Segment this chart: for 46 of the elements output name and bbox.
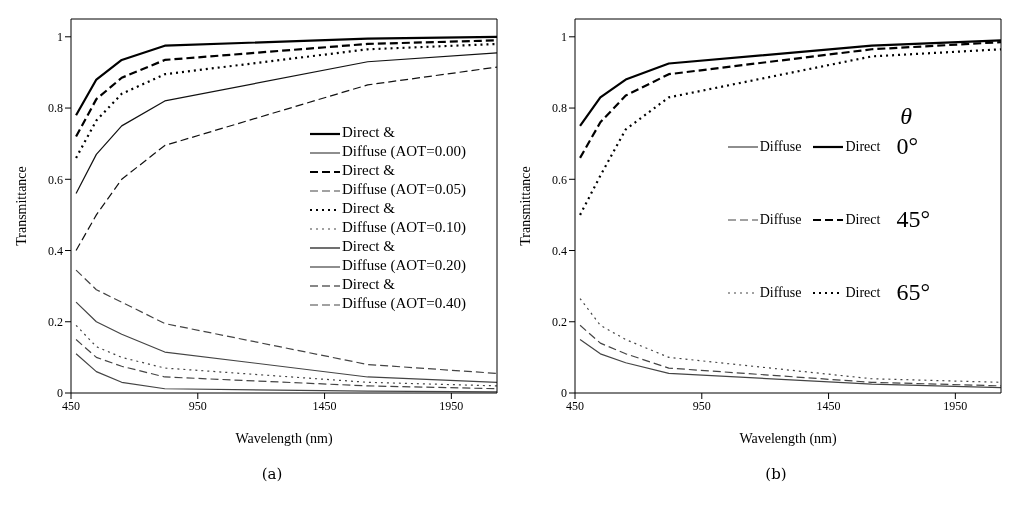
x-tick-label: 950 — [692, 398, 711, 413]
legend-label: Diffuse — [759, 138, 802, 154]
x-tick-label: 950 — [188, 398, 207, 413]
y-tick-label: 0.2 — [48, 315, 63, 330]
legend-label: Direct & — [342, 200, 395, 216]
x-tick-label: 1950 — [943, 398, 968, 413]
legend-label: Diffuse (AOT=0.20) — [342, 257, 466, 273]
y-axis-title: Transmittance — [517, 166, 533, 246]
y-tick-label: 0.2 — [552, 315, 567, 330]
y-tick-label: 0 — [561, 386, 567, 401]
y-tick-label: 0.6 — [48, 172, 63, 187]
legend-label: Direct — [845, 211, 881, 227]
x-tick-label: 1950 — [439, 398, 464, 413]
legend-label: Diffuse (AOT=0.40) — [342, 295, 466, 311]
legend-label: Diffuse (AOT=0.05) — [342, 181, 466, 197]
text: (a) — [261, 465, 283, 483]
legend-label: Diffuse — [759, 284, 802, 300]
legend-label: Direct & — [342, 276, 395, 292]
x-tick-label: 450 — [62, 398, 80, 413]
x-tick-label: 450 — [566, 398, 584, 413]
legend-label: Diffuse (AOT=0.00) — [342, 143, 466, 159]
annotation: 0° — [896, 133, 918, 160]
legend-label: Direct & — [342, 238, 395, 254]
text: (b) — [765, 465, 787, 483]
legend-label: Direct & — [342, 162, 395, 178]
legend-label: Diffuse (AOT=0.10) — [342, 219, 466, 235]
legend-label: Diffuse — [759, 211, 802, 227]
y-tick-label: 0.8 — [552, 101, 567, 116]
y-axis-title: Transmittance — [13, 166, 29, 246]
y-tick-label: 1 — [57, 30, 63, 45]
y-tick-label: 0.8 — [48, 101, 63, 116]
annotation: 45° — [896, 206, 930, 233]
y-tick-label: 0.6 — [552, 172, 567, 187]
legend-title: θ — [899, 103, 913, 131]
y-tick-label: 1 — [561, 30, 567, 45]
x-axis-title: Wavelength (nm) — [235, 431, 333, 447]
legend-label: Direct — [845, 138, 881, 154]
x-tick-label: 1450 — [312, 398, 337, 413]
y-tick-label: 0.4 — [48, 243, 63, 258]
y-tick-label: 0.4 — [552, 243, 567, 258]
x-tick-label: 1450 — [816, 398, 841, 413]
legend-label: Direct — [845, 284, 881, 300]
legend-label: Direct & — [342, 124, 395, 140]
annotation: 65° — [896, 279, 930, 306]
x-axis-title: Wavelength (nm) — [739, 431, 837, 447]
y-tick-label: 0 — [57, 386, 63, 401]
